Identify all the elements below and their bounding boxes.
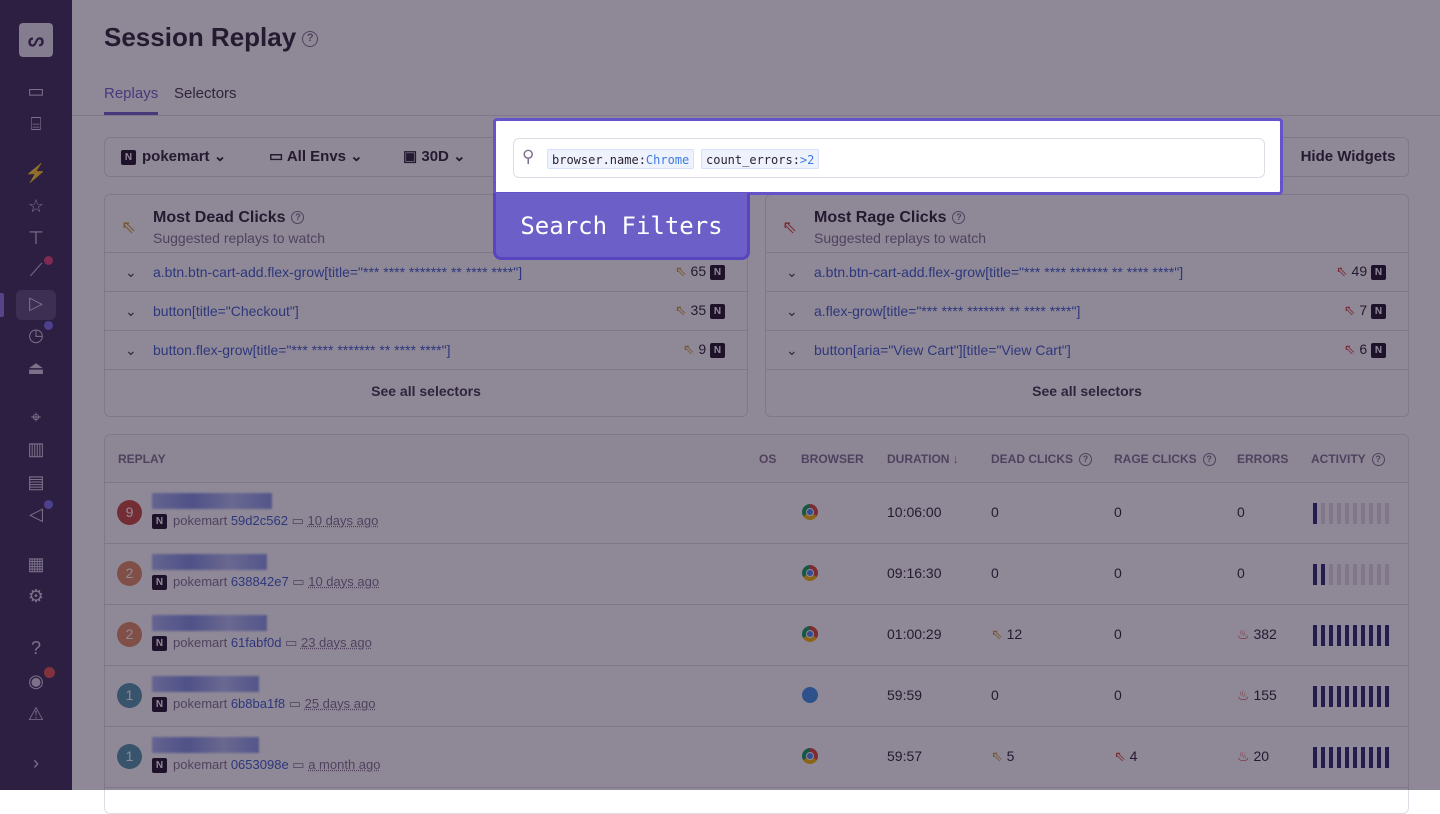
token-value: Chrome <box>645 153 690 167</box>
search-icon: ⚲ <box>522 147 535 166</box>
search-input[interactable]: ⚲ browser.name:Chrome count_errors:>2 <box>513 138 1265 178</box>
token-value: >2 <box>799 153 815 167</box>
search-token[interactable]: browser.name:Chrome <box>547 149 695 169</box>
search-token[interactable]: count_errors:>2 <box>701 149 820 169</box>
callout-label: Search Filters <box>493 193 750 260</box>
search-highlight: ⚲ browser.name:Chrome count_errors:>2 <box>493 118 1283 195</box>
token-key: browser.name: <box>552 153 646 167</box>
token-key: count_errors: <box>706 153 800 167</box>
